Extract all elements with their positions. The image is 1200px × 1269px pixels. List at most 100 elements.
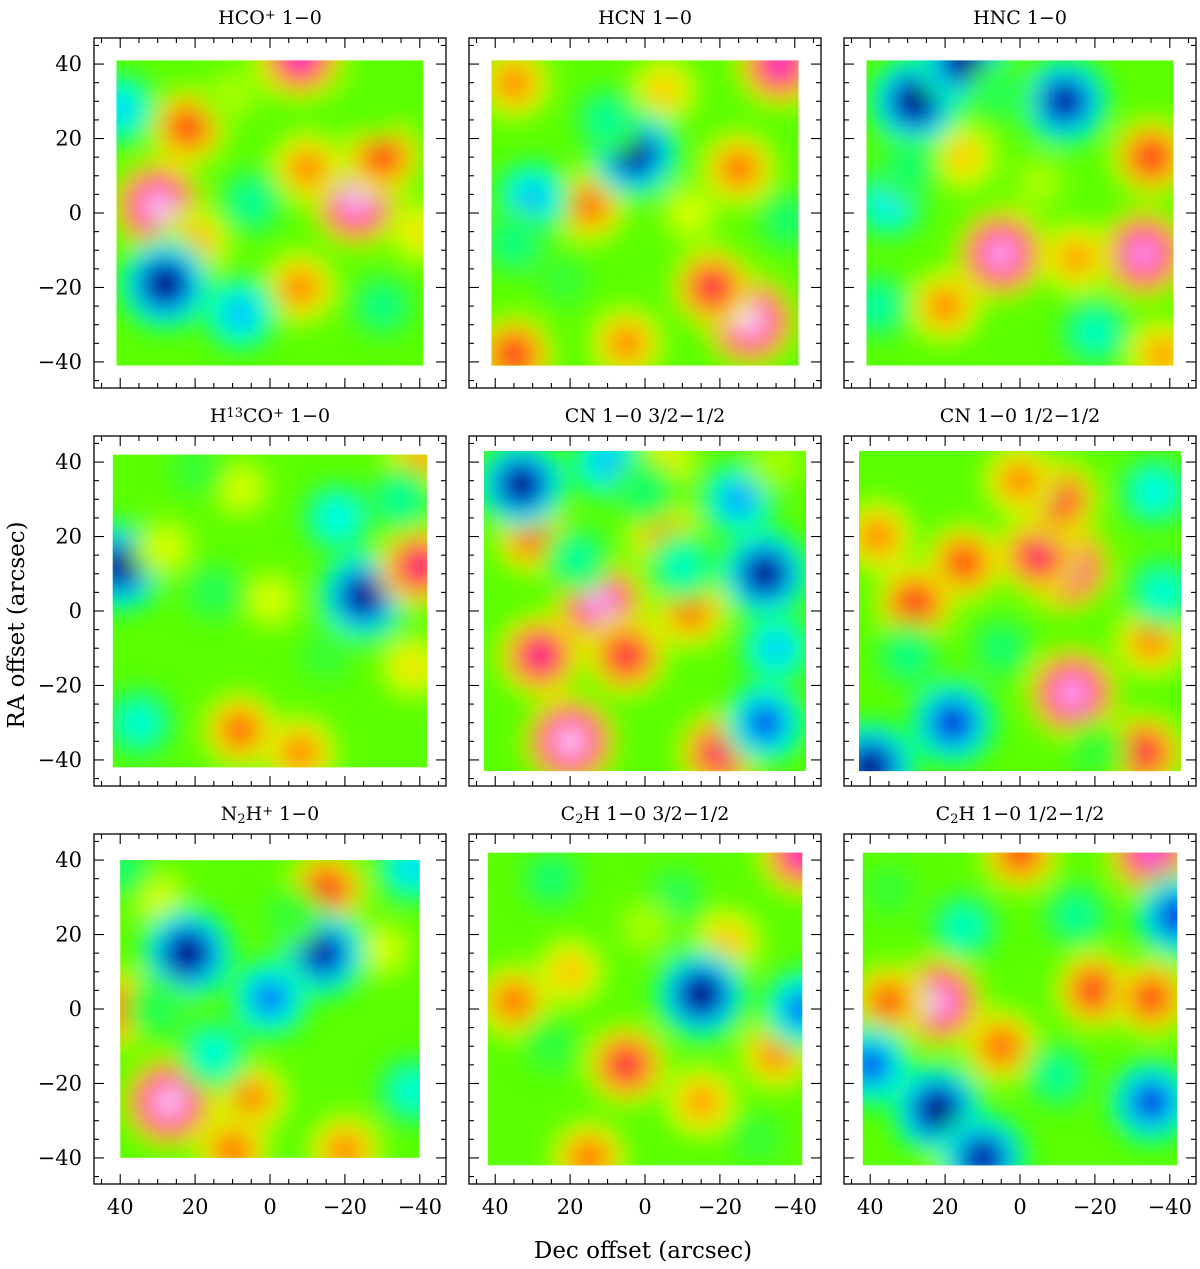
x-tick-label: 20	[932, 1195, 959, 1219]
heatmap-feature	[1130, 739, 1157, 766]
heatmap-feature	[146, 997, 169, 1021]
y-tick-label: −40	[38, 1146, 82, 1170]
heatmap-feature	[315, 644, 337, 667]
heatmap-feature	[558, 960, 582, 984]
heatmap-feature	[526, 642, 554, 670]
heatmap-feature	[1027, 172, 1050, 195]
heatmap-feature	[173, 938, 203, 968]
heatmap-feature	[501, 989, 527, 1014]
heatmap-feature	[1150, 342, 1174, 366]
heatmap-feature	[1050, 87, 1080, 116]
heatmap-feature	[519, 185, 546, 211]
heatmap-feature	[146, 886, 169, 909]
heatmap-feature	[1082, 320, 1107, 345]
panel-1: 40 20 0 −20 −40 HCO+ 1−0	[38, 7, 447, 389]
heatmap-feature	[227, 717, 253, 743]
heatmap-feature	[663, 886, 687, 909]
x-tick-label: 0	[1013, 1195, 1026, 1219]
heatmap-feature	[780, 852, 803, 874]
heatmap-feature	[202, 581, 225, 604]
heatmap-area	[862, 852, 1178, 1166]
heatmap-feature	[184, 458, 206, 481]
heatmap-feature	[287, 275, 313, 300]
heatmap-feature	[878, 879, 900, 901]
panel-title: N2H+ 1−0	[221, 803, 320, 827]
panel-7: 40 20 0 −20 −40 40 20 0 −20 −40 N2H+ 1−0	[38, 803, 447, 1219]
heatmap-feature	[689, 1090, 714, 1115]
heatmap-feature	[228, 477, 252, 500]
heatmap-feature	[633, 480, 657, 504]
y-tick-label: 0	[69, 201, 82, 225]
heatmap-feature	[540, 867, 563, 890]
heatmap-feature	[751, 709, 779, 737]
heatmap-area	[866, 60, 1174, 366]
x-tick-label: 20	[557, 1195, 584, 1219]
panel-2: HCN 1−0	[468, 7, 822, 389]
heatmap-feature	[349, 581, 378, 611]
panel-title: HNC 1−0	[973, 7, 1067, 29]
heatmap-feature	[938, 708, 967, 737]
heatmap-feature	[634, 916, 656, 938]
heatmap-feature	[150, 269, 180, 299]
panel-title: CN 1−0 3/2−1/2	[565, 405, 725, 427]
heatmap-feature	[1064, 245, 1089, 270]
x-tick-label: −20	[698, 1195, 742, 1219]
heatmap-feature	[576, 1145, 602, 1166]
x-tick-label: −40	[398, 1195, 442, 1219]
heatmap-feature	[951, 549, 977, 576]
heatmap-feature	[670, 554, 695, 579]
heatmap-feature	[555, 726, 585, 756]
panel-4: 40 20 0 −20 −40 H13CO+ 1−0	[38, 405, 447, 787]
heatmap-feature	[932, 293, 958, 319]
heatmap-feature	[968, 1143, 997, 1166]
heatmap-feature	[951, 915, 976, 939]
panel-5: CN 1−0 3/2−1/2	[468, 405, 822, 787]
heatmap-feature	[370, 294, 394, 318]
heatmap-feature	[652, 78, 676, 102]
heatmap-feature	[902, 590, 929, 617]
heatmap-feature	[389, 487, 413, 511]
heatmap-feature	[287, 740, 313, 765]
panel-title: C2H 1−0 3/2−1/2	[561, 803, 730, 827]
heatmap-feature	[896, 157, 919, 180]
y-tick-label: 40	[55, 52, 82, 76]
heatmap-feature	[594, 450, 621, 475]
heatmap-feature	[120, 860, 132, 879]
x-tick-label: −20	[1073, 1195, 1117, 1219]
heatmap-feature	[866, 294, 890, 318]
x-tick-label: 40	[107, 1195, 134, 1219]
y-tick-label: 20	[55, 127, 82, 151]
heatmap-feature	[595, 108, 620, 132]
heatmap-feature	[399, 860, 420, 880]
heatmap-feature	[949, 60, 979, 75]
heatmap-area	[112, 454, 428, 768]
heatmap-feature	[990, 82, 1013, 105]
heatmap-feature	[585, 589, 615, 618]
y-tick-label: −40	[38, 350, 82, 374]
heatmap-feature	[678, 201, 702, 225]
heatmap-feature	[706, 739, 734, 766]
heatmap-feature	[501, 70, 527, 95]
heatmap-area	[483, 450, 807, 772]
heatmap-feature	[408, 220, 424, 244]
panels-group: 40 20 0 −20 −40 HCO+ 1−0 HCN 1−0 HNC 1−0 40 20 0 −2…	[38, 7, 1197, 1219]
y-tick-label: 40	[55, 848, 82, 872]
y-tick-label: 20	[55, 923, 82, 947]
heatmap-feature	[1138, 628, 1164, 654]
heatmap-feature	[923, 1094, 953, 1125]
heatmap-feature	[987, 239, 1016, 269]
heatmap-feature	[154, 536, 177, 559]
heatmap-feature	[369, 144, 396, 170]
heatmap-feature	[876, 988, 902, 1015]
y-tick-label: 0	[69, 599, 82, 623]
heatmap-feature	[1137, 1088, 1165, 1116]
heatmap-feature	[227, 300, 253, 327]
heatmap-feature	[313, 876, 340, 903]
panel-title: HCO+ 1−0	[218, 7, 322, 29]
heatmap-feature	[371, 938, 394, 961]
heatmap-feature	[1007, 468, 1033, 493]
heatmap-feature	[1007, 852, 1033, 866]
heatmap-feature	[551, 269, 574, 291]
heatmap-feature	[406, 553, 428, 580]
